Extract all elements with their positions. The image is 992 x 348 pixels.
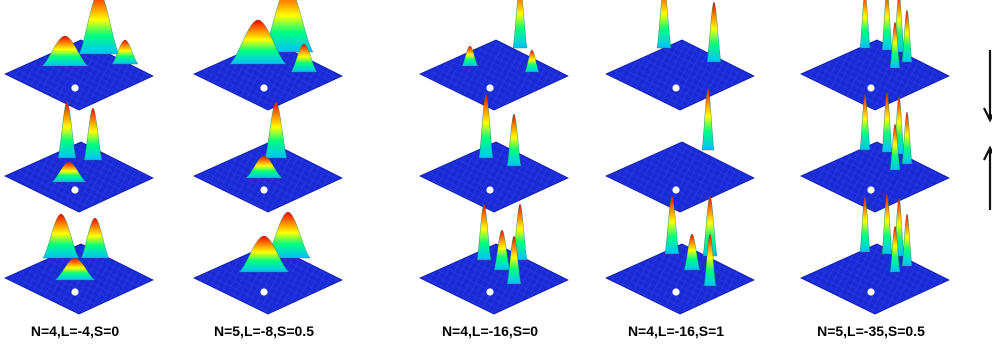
density-peak <box>41 35 89 67</box>
impurity-marker <box>260 186 268 194</box>
density-peak <box>889 225 901 273</box>
surface-panel <box>193 0 343 111</box>
density-peak <box>881 91 893 153</box>
impurity-marker <box>486 84 494 92</box>
surface-panel <box>4 213 154 315</box>
surface-panel <box>4 101 154 213</box>
density-peak <box>706 1 722 63</box>
density-peak <box>512 0 528 49</box>
density-peak <box>702 195 718 257</box>
density-peak <box>881 193 893 255</box>
surface-base <box>419 141 569 213</box>
density-peak <box>265 211 311 259</box>
density-peak <box>524 49 540 73</box>
surface-base <box>800 141 950 213</box>
density-peak <box>881 0 893 51</box>
density-peak <box>703 233 717 287</box>
surface-panel <box>800 193 950 315</box>
density-peak <box>901 213 913 267</box>
density-peak <box>57 101 77 159</box>
column-label: N=4,L=-16,S=0 <box>441 323 539 339</box>
density-peak <box>664 195 680 255</box>
density-peak <box>889 123 901 171</box>
impurity-marker <box>71 288 79 296</box>
density-peak <box>83 107 103 161</box>
density-peak <box>264 101 288 159</box>
surface-base <box>800 39 950 111</box>
density-peak <box>901 9 913 63</box>
surface-panel <box>419 93 569 213</box>
surface-panel <box>193 101 343 213</box>
column-label: N=4,L=-4,S=0 <box>30 323 120 339</box>
surface-base <box>419 39 569 111</box>
density-peak <box>493 229 511 271</box>
impurity-marker <box>867 84 875 92</box>
surface-panel <box>605 87 755 213</box>
arrow-up-icon <box>983 145 992 210</box>
density-peak <box>80 217 110 259</box>
surface-panel <box>193 211 343 315</box>
arrow-down-icon <box>983 50 992 123</box>
density-peak <box>54 257 96 281</box>
column-label: N=5,L=-35,S=0.5 <box>817 323 925 339</box>
surface-panel <box>419 203 569 315</box>
impurity-marker <box>486 288 494 296</box>
surface-base <box>800 243 950 315</box>
impurity-marker <box>672 288 680 296</box>
density-peak <box>889 21 901 69</box>
surface-base <box>605 39 755 111</box>
column-label: N=5,L=-8,S=0.5 <box>213 323 314 339</box>
surface-panel <box>605 0 755 111</box>
density-peak <box>238 235 290 273</box>
density-peak <box>478 93 494 159</box>
density-peak <box>701 87 715 151</box>
density-peak <box>476 203 492 261</box>
spin-arrows <box>983 50 992 210</box>
surface-panel <box>800 0 950 111</box>
column-label: N=4,L=-16,S=1 <box>627 323 725 339</box>
density-peak <box>683 233 701 271</box>
surface-panel <box>605 195 755 315</box>
density-peak <box>51 161 87 183</box>
density-peak <box>506 113 522 167</box>
surface-base <box>193 243 343 315</box>
surface-panel <box>4 0 154 111</box>
surface-base <box>605 141 755 213</box>
density-peak <box>290 43 318 73</box>
impurity-marker <box>672 84 680 92</box>
impurity-marker <box>672 186 680 194</box>
density-peak <box>111 39 139 65</box>
density-peak <box>245 155 283 179</box>
impurity-marker <box>867 186 875 194</box>
surface-base <box>419 243 569 315</box>
density-peak <box>859 195 871 253</box>
impurity-marker <box>260 288 268 296</box>
density-peak <box>901 111 913 165</box>
density-peak <box>859 93 871 151</box>
density-peak <box>42 213 80 259</box>
impurity-marker <box>486 186 494 194</box>
surface-panel <box>419 0 569 111</box>
surface-panel <box>800 91 950 213</box>
density-peak <box>859 0 871 49</box>
surface-plot-grid <box>4 0 950 315</box>
density-peak <box>78 0 120 55</box>
impurity-marker <box>71 84 79 92</box>
density-peak <box>229 19 287 65</box>
density-peak <box>656 0 672 49</box>
impurity-marker <box>867 288 875 296</box>
impurity-marker <box>71 186 79 194</box>
density-peak <box>262 0 314 53</box>
surface-base <box>605 243 755 315</box>
impurity-marker <box>260 84 268 92</box>
density-peak <box>461 45 479 67</box>
density-peak <box>506 235 522 285</box>
